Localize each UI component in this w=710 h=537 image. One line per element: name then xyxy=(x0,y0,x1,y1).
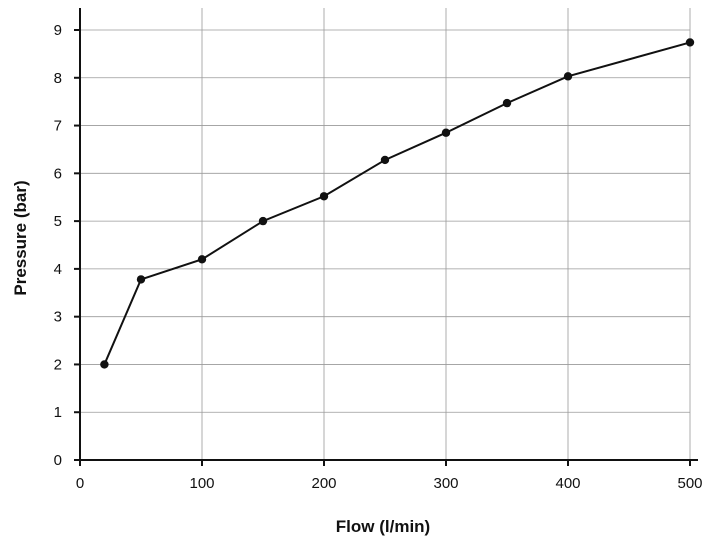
y-axis-title: Pressure (bar) xyxy=(11,180,30,295)
y-tick-label: 0 xyxy=(54,452,62,469)
grid xyxy=(80,8,691,460)
series-line xyxy=(103,41,691,365)
y-tick-label: 1 xyxy=(54,404,62,421)
x-tick-label: 400 xyxy=(555,475,580,492)
data-point xyxy=(380,155,390,165)
data-point xyxy=(100,360,109,369)
y-tick-label: 5 xyxy=(54,213,62,230)
data-point xyxy=(258,216,268,226)
axes xyxy=(74,8,698,466)
x-axis-title: Flow (l/min) xyxy=(336,517,430,536)
x-tick-label: 500 xyxy=(677,475,702,492)
x-tick-label: 100 xyxy=(189,475,214,492)
y-tick-label: 8 xyxy=(54,70,62,87)
x-tick-label: 200 xyxy=(311,475,336,492)
x-tick-label: 0 xyxy=(76,475,84,492)
data-point xyxy=(502,98,512,108)
y-tick-label: 3 xyxy=(54,309,62,326)
tick-labels: 0 1 2 3 4 5 6 7 8 9 0 100 200 300 400 500 xyxy=(54,22,703,492)
y-tick-label: 9 xyxy=(54,22,62,39)
y-tick-label: 7 xyxy=(54,118,62,135)
y-tick-label: 4 xyxy=(54,261,62,278)
data-point xyxy=(319,192,329,201)
data-point xyxy=(685,38,695,47)
y-tick-label: 6 xyxy=(54,165,62,182)
x-tick-label: 300 xyxy=(433,475,458,492)
data-point xyxy=(136,275,146,284)
data-point xyxy=(441,128,451,137)
data-point xyxy=(197,255,207,264)
data-point xyxy=(563,72,573,81)
data-series xyxy=(100,38,695,369)
y-tick-label: 2 xyxy=(54,356,62,373)
